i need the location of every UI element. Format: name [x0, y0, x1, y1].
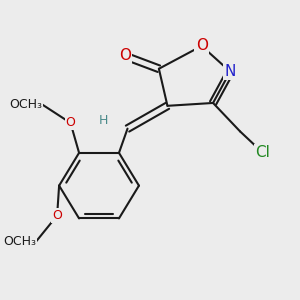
- Text: OCH₃: OCH₃: [3, 235, 36, 248]
- Text: O: O: [119, 48, 131, 63]
- Text: O: O: [196, 38, 208, 53]
- Text: OCH₃: OCH₃: [9, 98, 42, 111]
- Text: O: O: [52, 209, 62, 222]
- Text: O: O: [66, 116, 76, 129]
- Text: N: N: [224, 64, 236, 79]
- Text: H: H: [99, 114, 108, 127]
- Text: Cl: Cl: [256, 146, 270, 160]
